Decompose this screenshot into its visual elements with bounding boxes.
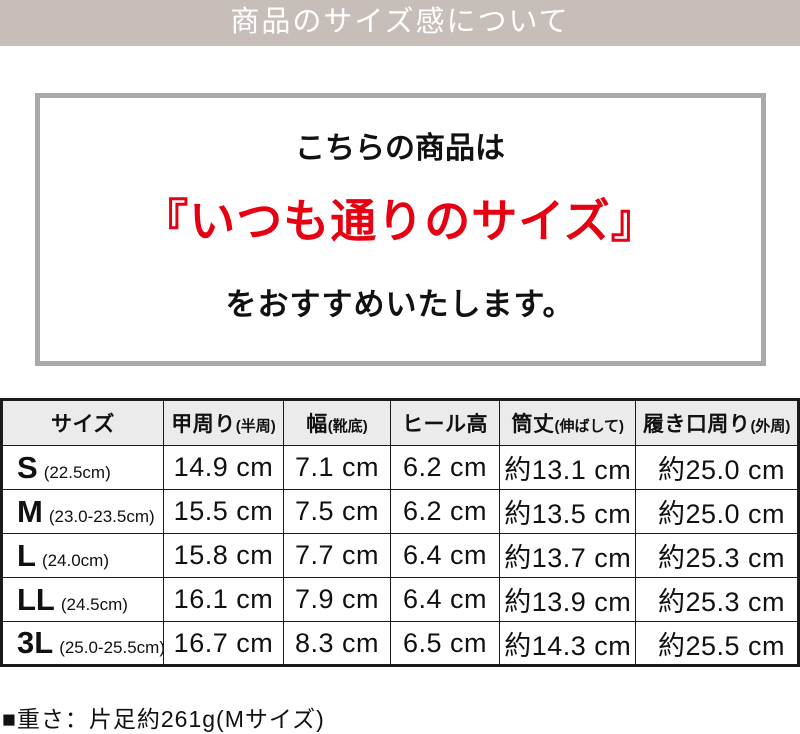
- column-header-main: 履き口周り: [642, 413, 751, 437]
- size-cm-range: (24.5cm): [60, 594, 128, 614]
- measurement-cell: 約25.5 cm: [635, 621, 799, 667]
- measurement-cell: 6.5 cm: [389, 621, 501, 667]
- measurement-cell: 約13.9 cm: [499, 577, 637, 623]
- measurement-cell: 15.5 cm: [162, 489, 285, 535]
- size-label-cell: 3L (25.0-25.5cm): [1, 621, 164, 667]
- recommendation-highlight: 『いつも通りのサイズ』: [142, 194, 658, 247]
- size-letter: 3L: [17, 625, 54, 661]
- size-label-cell: S (22.5cm): [1, 445, 164, 491]
- size-label-cell: M (23.0-23.5cm): [1, 489, 164, 535]
- size-letter: L: [17, 537, 36, 573]
- column-header-main: 幅: [306, 413, 328, 437]
- recommendation-intro: こちらの商品は: [295, 132, 505, 165]
- table-row-size-L: L (24.0cm) 15.8 cm 7.7 cm 6.4 cm 約13.7 cm 約25.…: [1, 533, 799, 579]
- measurement-cell: 7.9 cm: [283, 577, 391, 623]
- table-header-row: サイズ 甲周り(半周) 幅(靴底) ヒール高 筒丈(伸ばして) 履き口周り(外周): [1, 399, 799, 447]
- column-header-note: (伸ばして): [554, 418, 625, 436]
- size-cm-range: (25.0-25.5cm): [59, 638, 164, 658]
- measurement-cell: 約25.3 cm: [635, 533, 799, 579]
- table-row-size-M: M (23.0-23.5cm) 15.5 cm 7.5 cm 6.2 cm 約13.5 c…: [1, 489, 799, 535]
- column-header-5: 履き口周り(外周): [635, 399, 799, 447]
- measurement-cell: 約13.7 cm: [499, 533, 637, 579]
- measurement-cell: 約14.3 cm: [499, 621, 637, 667]
- size-cm-range: (24.0cm): [41, 550, 110, 570]
- measurement-cell: 約25.0 cm: [635, 489, 799, 535]
- size-letter: M: [17, 493, 43, 529]
- measurement-cell: 8.3 cm: [283, 621, 391, 667]
- measurement-cell: 6.2 cm: [389, 445, 501, 491]
- measurement-cell: 約13.1 cm: [499, 445, 637, 491]
- measurement-cell: 6.4 cm: [389, 533, 501, 579]
- column-header-main: ヒール高: [402, 413, 489, 437]
- column-header-main: 筒丈: [511, 413, 555, 437]
- size-cm-range: (22.5cm): [43, 462, 111, 482]
- size-label-cell: L (24.0cm): [1, 533, 164, 579]
- weight-note: ■重さ：片足約261g(Mサイズ): [2, 706, 325, 733]
- size-label-cell: LL (24.5cm): [1, 577, 164, 623]
- measurement-cell: 6.4 cm: [389, 577, 501, 623]
- size-recommendation-box: こちらの商品は 『いつも通りのサイズ』 をおすすめいたします。: [34, 93, 766, 367]
- measurement-cell: 16.1 cm: [162, 577, 285, 623]
- measurement-cell: 約25.0 cm: [635, 445, 799, 491]
- column-header-main: サイズ: [50, 413, 115, 437]
- measurement-cell: 7.1 cm: [283, 445, 391, 491]
- measurement-cell: 14.9 cm: [162, 445, 285, 491]
- measurement-cell: 7.7 cm: [283, 533, 391, 579]
- measurement-cell: 7.5 cm: [283, 489, 391, 535]
- column-header-1: 甲周り(半周): [162, 399, 285, 447]
- column-header-3: ヒール高: [389, 399, 501, 447]
- measurement-cell: 16.7 cm: [162, 621, 285, 667]
- size-letter: LL: [17, 581, 55, 617]
- page-title: 商品のサイズ感について: [230, 5, 570, 38]
- recommendation-outro: をおすすめいたします。: [225, 287, 575, 323]
- measurement-cell: 約25.3 cm: [635, 577, 799, 623]
- size-letter: S: [17, 449, 38, 485]
- table-row-size-3L: 3L (25.0-25.5cm) 16.7 cm 8.3 cm 6.5 cm 約14.3 …: [1, 621, 799, 667]
- size-cm-range: (23.0-23.5cm): [48, 506, 155, 526]
- measurement-cell: 約13.5 cm: [499, 489, 637, 535]
- page-title-banner: 商品のサイズ感について: [0, 0, 800, 46]
- column-header-0: サイズ: [1, 399, 164, 447]
- measurement-cell: 15.8 cm: [162, 533, 285, 579]
- column-header-4: 筒丈(伸ばして): [499, 399, 637, 447]
- column-header-2: 幅(靴底): [283, 399, 391, 447]
- table-row-size-LL: LL (24.5cm) 16.1 cm 7.9 cm 6.4 cm 約13.9 cm 約25…: [1, 577, 799, 623]
- column-header-note: (外周): [750, 418, 791, 436]
- size-spec-table: サイズ 甲周り(半周) 幅(靴底) ヒール高 筒丈(伸ばして) 履き口周り(外周) S (2…: [0, 398, 800, 668]
- column-header-note: (半周): [235, 418, 276, 436]
- column-header-note: (靴底): [327, 418, 368, 436]
- column-header-main: 甲周り: [171, 413, 236, 437]
- table-row-size-S: S (22.5cm) 14.9 cm 7.1 cm 6.2 cm 約13.1 cm 約25.…: [1, 445, 799, 491]
- measurement-cell: 6.2 cm: [389, 489, 501, 535]
